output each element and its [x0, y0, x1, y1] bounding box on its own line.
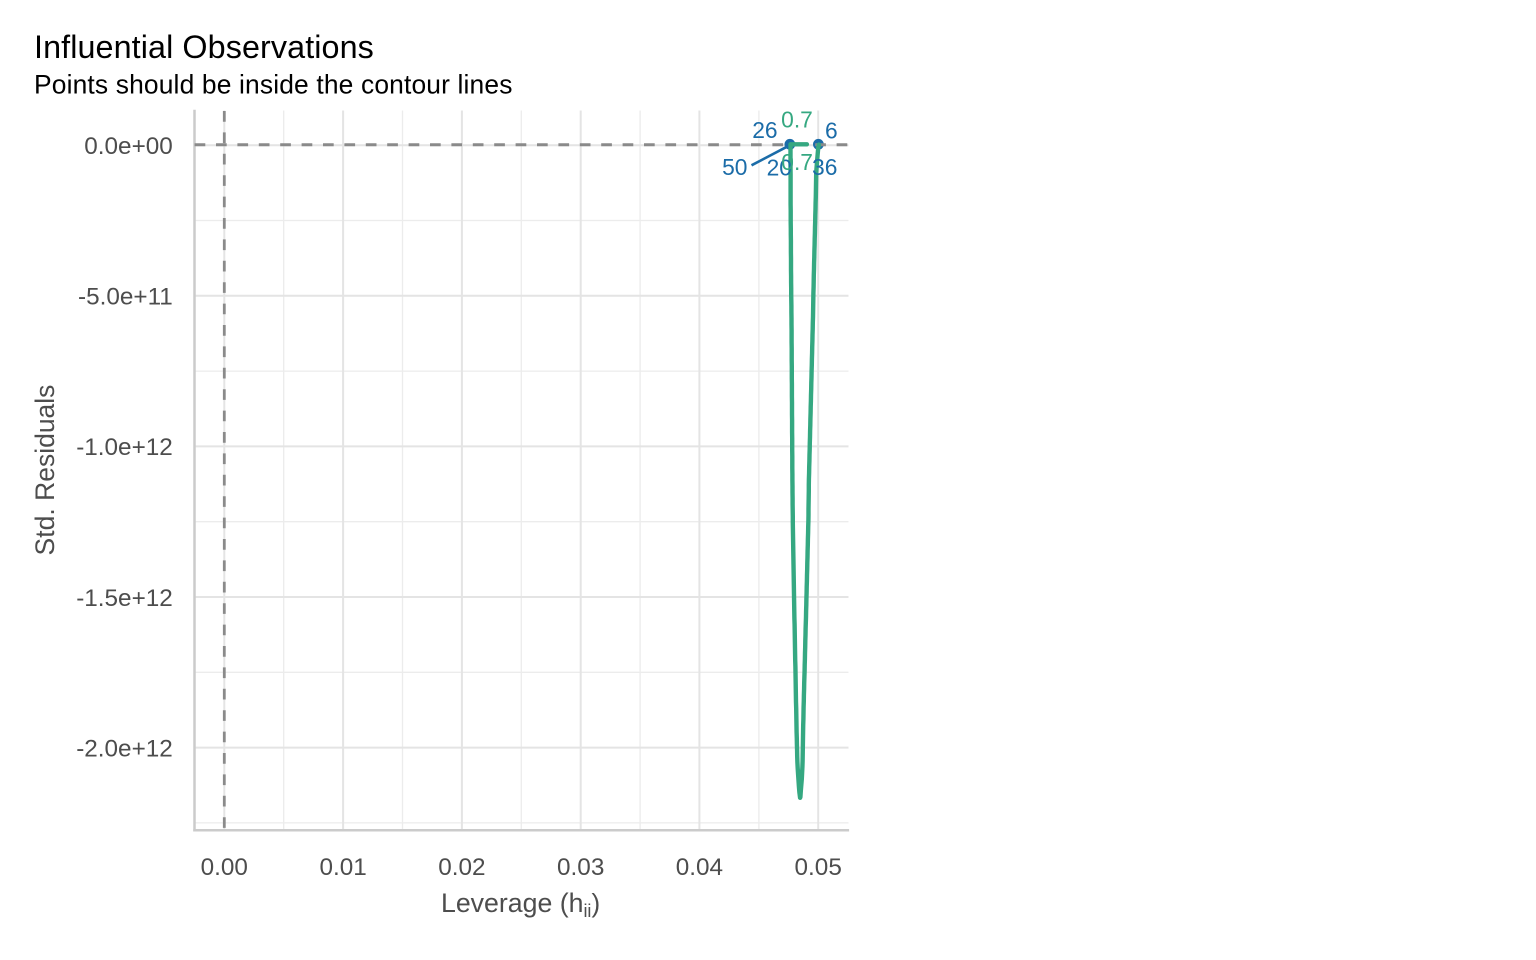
svg-text:0.03: 0.03	[557, 854, 604, 881]
svg-text:26: 26	[752, 117, 777, 143]
svg-text:0.04: 0.04	[676, 854, 723, 881]
svg-text:-1.5e+12: -1.5e+12	[76, 585, 173, 612]
svg-text:6: 6	[825, 117, 838, 143]
svg-text:0.7: 0.7	[781, 149, 813, 175]
svg-text:Influential Observations: Influential Observations	[34, 29, 374, 65]
svg-text:20: 20	[767, 154, 792, 180]
svg-text:Points should be inside the co: Points should be inside the contour line…	[34, 69, 513, 99]
svg-text:-2.0e+12: -2.0e+12	[76, 735, 173, 762]
svg-text:0.01: 0.01	[319, 854, 366, 881]
svg-text:Leverage (hii): Leverage (hii)	[441, 888, 600, 921]
svg-text:36: 36	[812, 154, 837, 180]
svg-text:50: 50	[722, 154, 747, 180]
svg-text:0.02: 0.02	[438, 854, 485, 881]
svg-text:-5.0e+11: -5.0e+11	[78, 284, 173, 311]
svg-text:0.05: 0.05	[795, 854, 842, 881]
svg-text:0.7: 0.7	[781, 106, 813, 132]
svg-text:0.00: 0.00	[201, 854, 248, 881]
svg-text:0.0e+00: 0.0e+00	[84, 133, 173, 160]
svg-text:-1.0e+12: -1.0e+12	[76, 434, 173, 461]
svg-text:Std. Residuals: Std. Residuals	[30, 385, 60, 556]
